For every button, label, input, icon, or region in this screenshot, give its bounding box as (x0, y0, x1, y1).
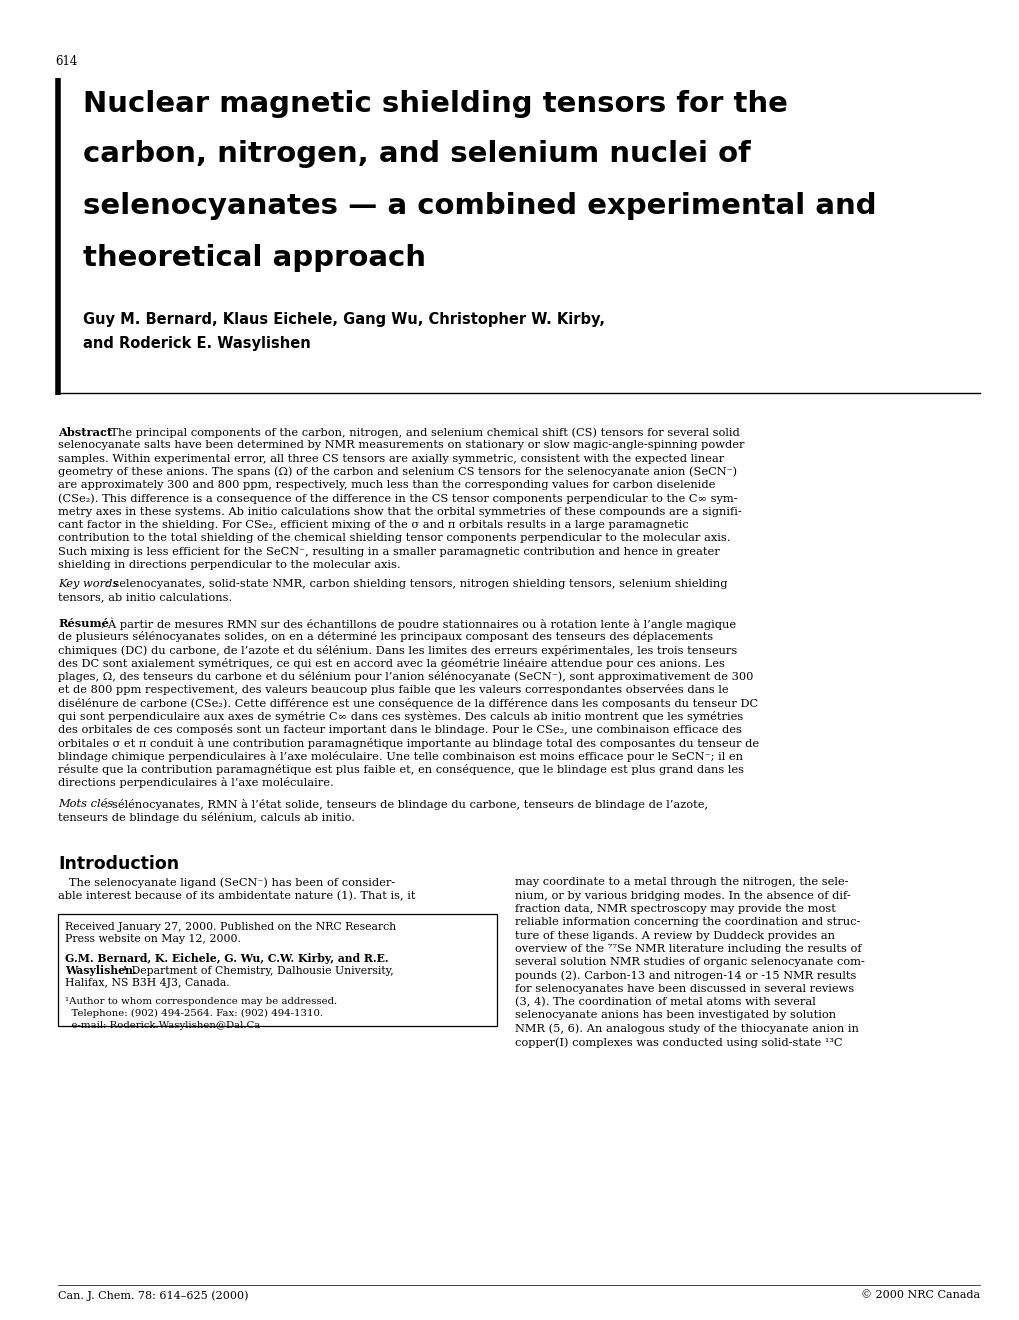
Text: metry axes in these systems. Ab initio calculations show that the orbital symmet: metry axes in these systems. Ab initio c… (58, 507, 741, 517)
Text: for selenocyanates have been discussed in several reviews: for selenocyanates have been discussed i… (515, 983, 854, 994)
Text: Guy M. Bernard, Klaus Eichele, Gang Wu, Christopher W. Kirby,: Guy M. Bernard, Klaus Eichele, Gang Wu, … (83, 312, 604, 327)
Text: Key words: Key words (58, 579, 118, 589)
Text: Press website on May 12, 2000.: Press website on May 12, 2000. (65, 935, 240, 945)
Text: Wasylishen.: Wasylishen. (65, 965, 137, 977)
Text: plages, Ω, des tenseurs du carbone et du sélénium pour l’anion sélénocyanate (Se: plages, Ω, des tenseurs du carbone et du… (58, 671, 753, 682)
Text: selenocyanate anions has been investigated by solution: selenocyanate anions has been investigat… (515, 1010, 836, 1020)
Text: Such mixing is less efficient for the SeCN⁻, resulting in a smaller paramagnetic: Such mixing is less efficient for the Se… (58, 546, 719, 557)
Text: and Roderick E. Wasylishen: and Roderick E. Wasylishen (83, 337, 311, 351)
Text: Introduction: Introduction (58, 855, 179, 874)
Text: several solution NMR studies of organic selenocyanate com-: several solution NMR studies of organic … (515, 957, 864, 968)
Text: chimiques (DC) du carbone, de l’azote et du sélénium. Dans les limites des erreu: chimiques (DC) du carbone, de l’azote et… (58, 644, 737, 656)
Text: able interest because of its ambidentate nature (1). That is, it: able interest because of its ambidentate… (58, 891, 415, 902)
Text: fraction data, NMR spectroscopy may provide the most: fraction data, NMR spectroscopy may prov… (515, 904, 835, 913)
Text: 614: 614 (55, 55, 77, 69)
Text: ¹: ¹ (122, 965, 126, 974)
Text: ture of these ligands. A review by Duddeck provides an: ture of these ligands. A review by Dudde… (515, 931, 835, 941)
Text: reliable information concerning the coordination and struc-: reliable information concerning the coor… (515, 917, 860, 927)
Text: de plusieurs sélénocyanates solides, on en a déterminé les principaux composant : de plusieurs sélénocyanates solides, on … (58, 631, 712, 643)
Text: : The principal components of the carbon, nitrogen, and selenium chemical shift : : The principal components of the carbon… (103, 426, 739, 437)
Text: des DC sont axialement symétriques, ce qui est en accord avec la géométrie linéa: des DC sont axialement symétriques, ce q… (58, 657, 725, 669)
Text: (CSe₂). This difference is a consequence of the difference in the CS tensor comp: (CSe₂). This difference is a consequence… (58, 494, 737, 504)
Text: geometry of these anions. The spans (Ω) of the carbon and selenium CS tensors fo: geometry of these anions. The spans (Ω) … (58, 467, 737, 478)
Text: Résumé: Résumé (58, 618, 109, 628)
Text: cant factor in the shielding. For CSe₂, efficient mixing of the σ and π orbitals: cant factor in the shielding. For CSe₂, … (58, 520, 688, 531)
Text: samples. Within experimental error, all three CS tensors are axially symmetric, : samples. Within experimental error, all … (58, 454, 723, 463)
Text: NMR (5, 6). An analogous study of the thiocyanate anion in: NMR (5, 6). An analogous study of the th… (515, 1024, 858, 1035)
Text: Halifax, NS B3H 4J3, Canada.: Halifax, NS B3H 4J3, Canada. (65, 978, 229, 987)
Text: selenocyanate salts have been determined by NMR measurements on stationary or sl: selenocyanate salts have been determined… (58, 441, 744, 450)
Bar (58, 913, 496, 1026)
Text: copper(I) complexes was conducted using solid-state ¹³C: copper(I) complexes was conducted using … (515, 1038, 842, 1048)
Text: carbon, nitrogen, and selenium nuclei of: carbon, nitrogen, and selenium nuclei of (83, 140, 750, 168)
Text: (3, 4). The coordination of metal atoms with several: (3, 4). The coordination of metal atoms … (515, 997, 815, 1007)
Text: directions perpendiculaires à l’axe moléculaire.: directions perpendiculaires à l’axe molé… (58, 777, 333, 788)
Text: et de 800 ppm respectivement, des valeurs beaucoup plus faible que les valeurs c: et de 800 ppm respectivement, des valeur… (58, 684, 728, 696)
Text: nium, or by various bridging modes. In the absence of dif-: nium, or by various bridging modes. In t… (515, 891, 850, 900)
Text: theoretical approach: theoretical approach (83, 244, 426, 272)
Text: Telephone: (902) 494-2564. Fax: (902) 494-1310.: Telephone: (902) 494-2564. Fax: (902) 49… (65, 1008, 323, 1018)
Text: : sélénocyanates, RMN à l’état solide, tenseurs de blindage du carbone, tenseurs: : sélénocyanates, RMN à l’état solide, t… (101, 799, 707, 809)
Text: Abstract: Abstract (58, 426, 112, 438)
Text: : selenocyanates, solid-state NMR, carbon shielding tensors, nitrogen shielding : : selenocyanates, solid-state NMR, carbo… (106, 579, 727, 589)
Text: blindage chimique perpendiculaires à l’axe moléculaire. Une telle combinaison es: blindage chimique perpendiculaires à l’a… (58, 751, 742, 762)
Text: tensors, ab initio calculations.: tensors, ab initio calculations. (58, 593, 232, 603)
Text: Nuclear magnetic shielding tensors for the: Nuclear magnetic shielding tensors for t… (83, 90, 787, 117)
Text: qui sont perpendiculaire aux axes de symétrie C∞ dans ces systèmes. Des calculs : qui sont perpendiculaire aux axes de sym… (58, 711, 743, 722)
Text: : À partir de mesures RMN sur des échantillons de poudre stationnaires ou à rota: : À partir de mesures RMN sur des échant… (97, 618, 736, 631)
Text: e-mail: Roderick.Wasylishen@Dal.Ca: e-mail: Roderick.Wasylishen@Dal.Ca (65, 1022, 260, 1031)
Text: © 2000 NRC Canada: © 2000 NRC Canada (860, 1290, 979, 1300)
Text: Department of Chemistry, Dalhousie University,: Department of Chemistry, Dalhousie Unive… (127, 965, 393, 975)
Text: Received January 27, 2000. Published on the NRC Research: Received January 27, 2000. Published on … (65, 921, 395, 932)
Text: selenocyanates — a combined experimental and: selenocyanates — a combined experimental… (83, 191, 875, 220)
Text: ¹Author to whom correspondence may be addressed.: ¹Author to whom correspondence may be ad… (65, 997, 337, 1006)
Text: The selenocyanate ligand (SeCN⁻) has been of consider-: The selenocyanate ligand (SeCN⁻) has bee… (58, 878, 395, 888)
Text: may coordinate to a metal through the nitrogen, the sele-: may coordinate to a metal through the ni… (515, 878, 848, 887)
Text: disélénure de carbone (CSe₂). Cette différence est une conséquence de la différe: disélénure de carbone (CSe₂). Cette diff… (58, 698, 757, 709)
Text: pounds (2). Carbon-13 and nitrogen-14 or -15 NMR results: pounds (2). Carbon-13 and nitrogen-14 or… (515, 970, 856, 981)
Text: G.M. Bernard, K. Eichele, G. Wu, C.W. Kirby, and R.E.: G.M. Bernard, K. Eichele, G. Wu, C.W. Ki… (65, 953, 388, 964)
Text: résulte que la contribution paramagnétique est plus faible et, en conséquence, q: résulte que la contribution paramagnétiq… (58, 764, 743, 775)
Text: contribution to the total shielding of the chemical shielding tensor components : contribution to the total shielding of t… (58, 533, 730, 544)
Text: Mots clés: Mots clés (58, 799, 113, 809)
Text: des orbitales de ces composés sont un facteur important dans le blindage. Pour l: des orbitales de ces composés sont un fa… (58, 725, 741, 735)
Text: orbitales σ et π conduit à une contribution paramagnétique importante au blindag: orbitales σ et π conduit à une contribut… (58, 738, 758, 748)
Text: tenseurs de blindage du sélénium, calculs ab initio.: tenseurs de blindage du sélénium, calcul… (58, 812, 355, 824)
Text: shielding in directions perpendicular to the molecular axis.: shielding in directions perpendicular to… (58, 560, 400, 570)
Text: Can. J. Chem. 78: 614–625 (2000): Can. J. Chem. 78: 614–625 (2000) (58, 1290, 249, 1300)
Text: are approximately 300 and 800 ppm, respectively, much less than the correspondin: are approximately 300 and 800 ppm, respe… (58, 480, 714, 490)
Text: overview of the ⁷⁷Se NMR literature including the results of: overview of the ⁷⁷Se NMR literature incl… (515, 944, 861, 954)
